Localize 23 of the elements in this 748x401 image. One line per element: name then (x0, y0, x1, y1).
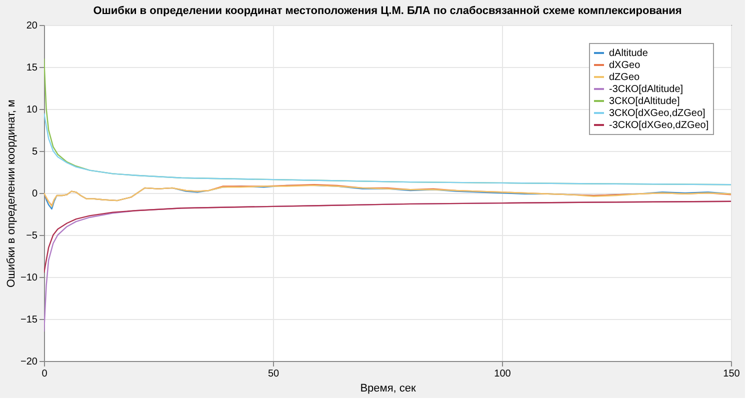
y-tick-label: 0 (32, 188, 38, 200)
x-axis-title: Время, сек (360, 382, 416, 394)
x-tick-label: 100 (494, 368, 512, 380)
y-tick-label: −15 (20, 314, 38, 326)
y-tick-label: 20 (26, 20, 38, 32)
chart-title: Ошибки в определении координат местоположения Ц.М. БЛА по слабосвязанной схеме комплексирования (93, 5, 682, 17)
legend-label: -3СКО[dAltitude] (609, 84, 684, 95)
x-tick-label: 0 (42, 368, 48, 380)
legend-label: dXGeo (609, 60, 641, 71)
y-tick-label: 15 (26, 62, 38, 74)
legend-label: -3СКО[dXGeo,dZGeo] (609, 120, 709, 131)
y-tick-label: −5 (26, 230, 38, 242)
y-axis-title: Ошибки в определении координат, м (6, 100, 18, 288)
y-tick-label: 10 (26, 104, 38, 116)
legend-label: 3СКО[dAltitude] (609, 96, 680, 107)
legend-label: dAltitude (609, 48, 648, 59)
legend-label: dZGeo (609, 72, 640, 83)
y-tick-label: −20 (20, 356, 38, 368)
x-tick-label: 50 (268, 368, 280, 380)
y-tick-label: 5 (32, 146, 38, 158)
x-tick-label: 150 (723, 368, 740, 380)
y-tick-label: −10 (20, 272, 38, 284)
legend-label: 3СКО[dXGeo,dZGeo] (609, 108, 706, 119)
